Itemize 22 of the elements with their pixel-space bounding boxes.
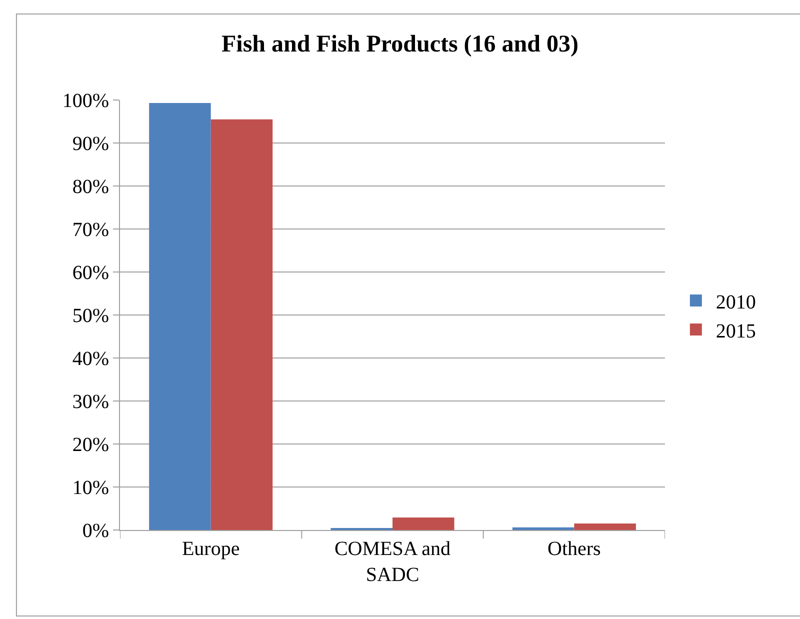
y-tick-label: 50% xyxy=(72,305,109,327)
y-tick-label: 30% xyxy=(72,391,109,413)
y-tick-label: 20% xyxy=(72,434,109,456)
y-tick-label: 90% xyxy=(72,133,109,155)
y-tick-label: 10% xyxy=(72,477,109,499)
x-tick-label: Europe xyxy=(182,538,240,560)
bar xyxy=(512,527,574,530)
legend-label: 2015 xyxy=(716,320,756,342)
bar xyxy=(149,103,211,530)
y-tick-label: 70% xyxy=(72,219,109,241)
chart-title: Fish and Fish Products (16 and 03) xyxy=(222,32,578,58)
y-tick-label: 40% xyxy=(72,348,109,370)
y-tick-label: 100% xyxy=(62,90,109,112)
bar xyxy=(574,524,636,530)
y-tick-label: 80% xyxy=(72,176,109,198)
bar xyxy=(210,119,273,530)
x-tick-label: Others xyxy=(548,538,602,560)
y-tick-label: 0% xyxy=(82,520,109,542)
x-tick-label: COMESA and SADC xyxy=(334,538,451,586)
bar xyxy=(392,518,454,530)
y-tick-label: 60% xyxy=(72,262,109,284)
legend-label: 2010 xyxy=(716,291,756,314)
